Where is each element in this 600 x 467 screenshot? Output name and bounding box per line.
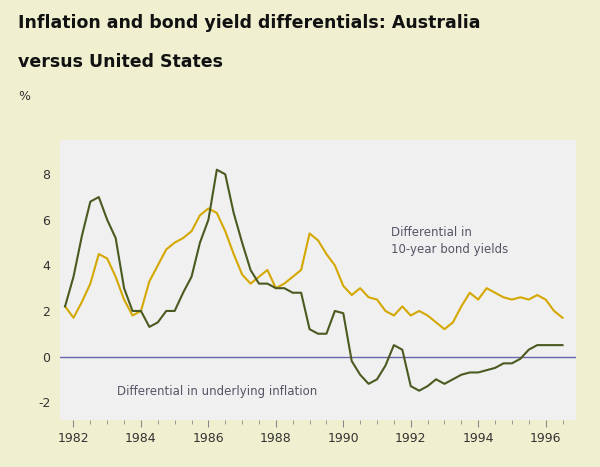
- Text: Differential in underlying inflation: Differential in underlying inflation: [118, 385, 317, 398]
- Text: Differential in
10-year bond yields: Differential in 10-year bond yields: [391, 226, 508, 256]
- Text: Inflation and bond yield differentials: Australia: Inflation and bond yield differentials: …: [18, 14, 481, 32]
- Text: %: %: [18, 90, 30, 103]
- Text: versus United States: versus United States: [18, 53, 223, 71]
